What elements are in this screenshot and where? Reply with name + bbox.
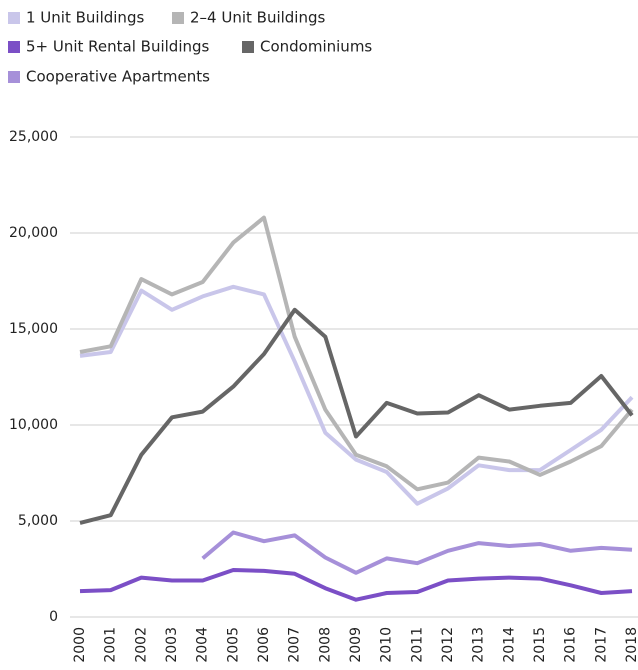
legend-swatch <box>8 12 20 24</box>
legend-swatch <box>8 71 20 83</box>
y-tick-label: 10,000 <box>9 417 58 433</box>
x-tick-label: 2016 <box>563 627 579 663</box>
x-tick-label: 2000 <box>72 627 88 663</box>
legend-swatch <box>172 12 184 24</box>
y-tick-label: 5,000 <box>18 513 58 529</box>
x-tick-label: 2015 <box>532 627 548 663</box>
series-line <box>79 215 634 492</box>
y-tick-label: 25,000 <box>9 129 58 145</box>
x-tick-label: 2014 <box>501 627 517 663</box>
x-tick-label: 2009 <box>348 627 364 663</box>
legend-label: 1 Unit Buildings <box>26 9 144 27</box>
x-tick-label: 2007 <box>287 627 303 663</box>
x-tick-label: 2017 <box>593 627 609 663</box>
x-tick-label: 2004 <box>195 627 211 663</box>
x-tick-label: 2005 <box>225 627 241 663</box>
x-tick-label: 2006 <box>256 627 272 663</box>
y-tick-label: 0 <box>49 609 58 625</box>
x-tick-label: 2011 <box>409 627 425 663</box>
series-line <box>79 568 633 602</box>
legend-label: 2–4 Unit Buildings <box>190 9 326 27</box>
x-tick-label: 2001 <box>103 627 119 663</box>
series-line <box>79 284 634 506</box>
legend-label: Cooperative Apartments <box>26 68 210 86</box>
series-line <box>79 307 634 525</box>
legend-label: 5+ Unit Rental Buildings <box>26 38 210 56</box>
x-tick-label: 2010 <box>379 627 395 663</box>
legend-swatch <box>8 41 20 53</box>
y-tick-label: 20,000 <box>9 225 58 241</box>
legend-label: Condominiums <box>260 38 372 56</box>
x-tick-label: 2013 <box>471 627 487 663</box>
x-tick-label: 2012 <box>440 627 456 663</box>
series-line <box>201 530 633 575</box>
x-tick-label: 2003 <box>164 627 180 663</box>
x-tick-label: 2008 <box>317 627 333 663</box>
x-tick-label: 2018 <box>624 627 638 663</box>
x-tick-label: 2002 <box>133 627 149 663</box>
legend-swatch <box>242 41 254 53</box>
y-tick-label: 15,000 <box>9 321 58 337</box>
